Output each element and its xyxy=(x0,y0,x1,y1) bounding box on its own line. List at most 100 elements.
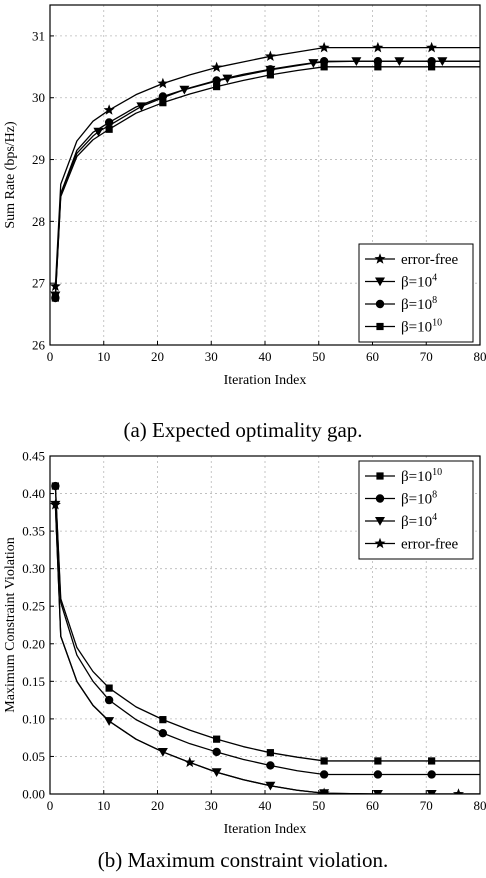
data-point xyxy=(104,695,114,705)
x-tick-label: 30 xyxy=(205,349,218,364)
x-tick-label: 80 xyxy=(474,798,486,813)
legend-marker xyxy=(375,517,385,526)
y-tick-label: 0.05 xyxy=(22,749,45,764)
y-tick-label: 28 xyxy=(32,214,45,229)
data-point xyxy=(374,63,382,71)
data-point xyxy=(320,757,328,765)
y-tick-label: 0.45 xyxy=(22,449,45,464)
y-tick-label: 26 xyxy=(32,338,46,353)
data-point xyxy=(426,41,438,53)
data-point xyxy=(105,684,113,692)
data-point xyxy=(266,71,274,79)
x-tick-label: 50 xyxy=(312,349,325,364)
data-point xyxy=(318,787,330,794)
data-point xyxy=(372,41,384,53)
x-tick-label: 40 xyxy=(259,798,272,813)
x-tick-label: 60 xyxy=(366,798,379,813)
chart-b-x-axis-label: Iteration Index xyxy=(224,822,307,837)
y-tick-label: 0.10 xyxy=(22,711,45,726)
data-point xyxy=(211,61,223,73)
data-point xyxy=(50,499,61,510)
legend-label: β=104 xyxy=(401,273,437,291)
series-line xyxy=(54,47,480,287)
chart-b-y-axis-label: Maximum Constraint Violation xyxy=(3,537,18,712)
legend-marker xyxy=(374,537,386,549)
x-tick-label: 20 xyxy=(151,349,164,364)
data-point xyxy=(266,749,274,757)
chart-b: 0 10 20 30 40 50 60 70 80 0.00 0.05 0.10 0.15 0.20 0.2… xyxy=(3,449,486,838)
data-point xyxy=(184,756,196,768)
x-tick-label: 0 xyxy=(47,349,54,364)
data-point xyxy=(213,83,221,91)
y-tick-label: 30 xyxy=(32,90,45,105)
series-line xyxy=(54,66,480,299)
y-tick-label: 0.25 xyxy=(22,599,45,614)
legend-marker xyxy=(375,494,385,503)
legend-marker xyxy=(376,472,384,480)
data-point xyxy=(212,76,221,85)
series-line xyxy=(54,486,480,762)
data-point xyxy=(51,294,59,302)
legend-label: error-free xyxy=(401,537,458,553)
legend-label: β=1010 xyxy=(401,467,442,485)
data-point xyxy=(266,761,275,770)
data-point xyxy=(159,99,167,107)
y-tick-label: 0.00 xyxy=(22,787,45,802)
x-tick-label: 80 xyxy=(474,349,486,364)
legend-label: β=108 xyxy=(401,295,437,313)
data-point xyxy=(51,481,60,491)
x-tick-label: 20 xyxy=(151,798,164,813)
data-point xyxy=(319,770,329,779)
x-tick-label: 30 xyxy=(205,798,218,813)
caption-b: (b) Maximum constraint violation. xyxy=(97,848,389,872)
chart-a: 0 10 20 30 40 50 60 70 80 26 27 28 29 30 31 Iteration I… xyxy=(3,4,486,388)
x-tick-label: 50 xyxy=(312,798,325,813)
data-point xyxy=(264,50,276,61)
legend-marker xyxy=(375,277,385,287)
data-point xyxy=(213,735,221,743)
chart-a-series-3 xyxy=(51,63,480,302)
data-point xyxy=(212,747,221,757)
data-point xyxy=(158,728,168,738)
chart-b-series-3 xyxy=(50,499,480,794)
legend-marker xyxy=(376,322,384,331)
x-tick-label: 10 xyxy=(97,349,110,364)
data-point xyxy=(158,92,168,101)
data-point xyxy=(318,41,330,53)
data-point xyxy=(452,788,465,794)
data-point xyxy=(157,77,169,89)
legend-marker xyxy=(374,253,386,264)
x-tick-label: 70 xyxy=(420,798,433,813)
legend-label: β=1010 xyxy=(401,318,442,336)
x-tick-label: 10 xyxy=(97,798,110,813)
legend-label: β=104 xyxy=(401,512,437,530)
y-tick-label: 29 xyxy=(32,152,45,167)
y-tick-label: 0.30 xyxy=(22,561,45,576)
data-point xyxy=(426,790,437,794)
series-line xyxy=(54,60,480,299)
data-point xyxy=(105,125,113,133)
data-point xyxy=(103,104,115,115)
series-line xyxy=(54,486,480,776)
data-point xyxy=(374,757,382,765)
data-point xyxy=(159,716,167,724)
data-point xyxy=(428,757,436,765)
data-point xyxy=(373,770,383,779)
y-tick-label: 31 xyxy=(32,28,45,43)
chart-b-legend: β=1010 β=108 β=104 error-free xyxy=(358,460,474,560)
y-tick-label: 27 xyxy=(32,276,46,291)
legend-label: β=108 xyxy=(401,490,437,508)
chart-b-grid xyxy=(50,456,480,794)
data-point xyxy=(427,770,436,779)
legend-marker xyxy=(375,299,385,309)
legend-label: error-free xyxy=(401,252,458,268)
x-tick-label: 70 xyxy=(420,349,433,364)
data-point xyxy=(428,63,436,71)
chart-b-series-1 xyxy=(51,481,480,779)
data-point xyxy=(372,790,383,794)
series-line xyxy=(54,504,480,794)
data-point xyxy=(104,118,114,127)
chart-a-legend: error-free β=104 β=108 β=1010 xyxy=(358,243,474,343)
data-point xyxy=(308,59,319,68)
